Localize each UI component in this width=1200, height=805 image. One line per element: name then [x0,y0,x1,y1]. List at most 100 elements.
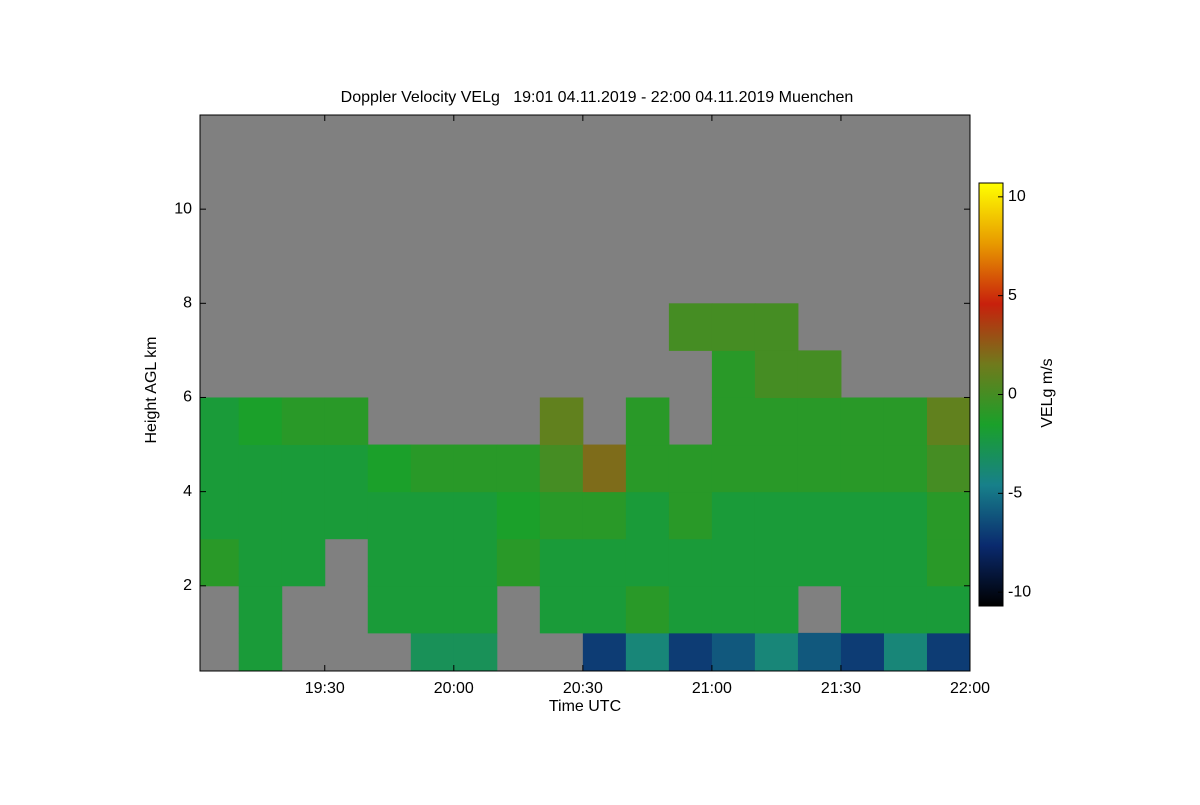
heatmap-cell [238,538,283,587]
heatmap-cell [410,585,455,634]
heatmap-cell [668,491,713,540]
y-tick-label: 6 [183,389,192,406]
heatmap-cell [367,585,412,634]
heatmap-cell [200,538,240,587]
heatmap-cell [200,397,240,446]
y-tick-label: 8 [183,295,192,312]
heatmap-cell [625,585,670,634]
x-tick-label: 19:30 [305,680,345,697]
heatmap-cell [883,444,928,493]
heatmap-cell [926,397,971,446]
heatmap-cell [496,444,541,493]
plot-frame [199,114,971,672]
heatmap-cell [367,444,412,493]
heatmap-cell [711,585,756,634]
heatmap-cell [754,444,799,493]
heatmap-cell [754,585,799,634]
chart-title: Doppler Velocity VELg 19:01 04.11.2019 -… [341,89,854,106]
heatmap-cell [582,491,627,540]
heatmap-cell [367,538,412,587]
heatmap-cell [625,538,670,587]
heatmap-cell [238,444,283,493]
heatmap-cell [410,632,455,672]
heatmap-cell [711,632,756,672]
colorbar-tick-label: -10 [1008,583,1031,600]
heatmap-cell [840,397,885,446]
heatmap-cell [238,632,283,672]
x-tick-label: 21:00 [692,680,732,697]
heatmap-cell [453,538,498,587]
heatmap-cell [840,585,885,634]
heatmap-cell [883,491,928,540]
y-axis-label: Height AGL km [143,336,160,443]
heatmap-cell [453,632,498,672]
heatmap-cell [582,632,627,672]
heatmap-cell [281,538,326,587]
heatmap-cell [238,491,283,540]
colorbar-tick-label: 10 [1008,188,1026,205]
heatmap-cell [926,585,971,634]
heatmap-cell [539,491,584,540]
heatmap-cell [797,397,842,446]
heatmap-cell [668,303,713,351]
heatmap-cell [797,538,842,587]
heatmap-cell [539,444,584,493]
heatmap-cell [797,632,842,672]
heatmap-cell [453,585,498,634]
heatmap-cell [711,350,756,398]
heatmap-cell [539,585,584,634]
heatmap-cell [238,397,283,446]
heatmap-cell [883,585,928,634]
heatmap-cell [754,632,799,672]
heatmap-cell [926,538,971,587]
y-tick-label: 2 [183,577,192,594]
colorbar-tick-label: 5 [1008,287,1017,304]
heatmap-cell [410,491,455,540]
heatmap-cell [797,444,842,493]
heatmap-cell [754,303,799,351]
colorbar-tick-label: 0 [1008,386,1017,403]
heatmap-cell [883,632,928,672]
heatmap-cell [496,491,541,540]
heatmap-cell [840,444,885,493]
colorbar-label: VELg m/s [1039,358,1056,427]
heatmap-cell [200,444,240,493]
heatmap-cell [711,491,756,540]
heatmap-cell [367,491,412,540]
heatmap-cell [754,538,799,587]
heatmap-cell [453,491,498,540]
heatmap-cell [324,444,369,493]
heatmap-cell [200,491,240,540]
heatmap-cell [668,632,713,672]
heatmap-cell [582,585,627,634]
heatmap-cell [754,397,799,446]
heatmap-cell [797,491,842,540]
heatmap-cell [238,585,283,634]
heatmap-cell [281,444,326,493]
heatmap-cell [496,538,541,587]
heatmap-cell [711,538,756,587]
heatmap-cell [711,303,756,351]
x-tick-label: 21:30 [821,680,861,697]
heatmap-cell [926,444,971,493]
heatmap-cell [281,491,326,540]
heatmap-cell [711,397,756,446]
heatmap-cell [668,444,713,493]
x-axis-label: Time UTC [549,698,621,715]
heatmap-cell [625,397,670,446]
y-tick-label: 10 [174,200,192,217]
heatmap-cell [926,491,971,540]
x-tick-label: 20:00 [434,680,474,697]
heatmap-cell [797,350,842,398]
heatmap-cell [582,444,627,493]
heatmap-cell [625,491,670,540]
heatmap-cell [883,538,928,587]
heatmap-cell [926,632,971,672]
heatmap-cell [754,491,799,540]
heatmap-cell [840,538,885,587]
x-tick-label: 20:30 [563,680,603,697]
colorbar-tick-label: -5 [1008,485,1022,502]
heatmap-cell [324,491,369,540]
heatmap-cell [754,350,799,398]
